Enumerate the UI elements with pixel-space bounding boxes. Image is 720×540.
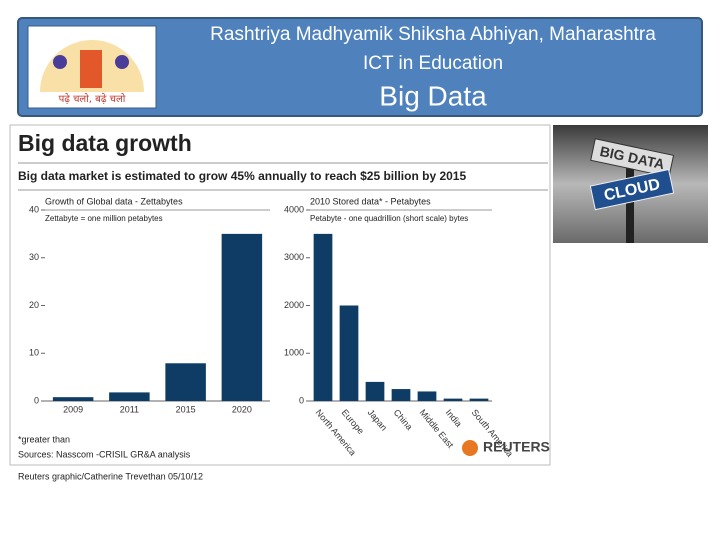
- brand: REUTERS: [483, 439, 550, 455]
- sign: [590, 138, 675, 178]
- chart-title: 2010 Stored data* - Petabytes: [310, 196, 431, 206]
- sign: [589, 168, 675, 211]
- y-tick-label: 4000: [284, 204, 304, 214]
- bar: [221, 233, 263, 401]
- note: Sources: Nasscom -CRISIL GR&A analysis: [18, 449, 191, 459]
- x-tick-label: 2009: [63, 404, 83, 414]
- bar: [391, 389, 411, 401]
- logo-figure: [115, 55, 129, 69]
- note: *greater than: [18, 434, 70, 444]
- logo-figure: [53, 55, 67, 69]
- bar: [109, 392, 150, 401]
- bar: [417, 391, 437, 401]
- header-title: Rashtriya Madhyamik Shiksha Abhiyan, Mah…: [210, 24, 656, 45]
- y-tick-label: 10: [29, 348, 39, 358]
- date: 05/10/12: [168, 471, 203, 481]
- bar: [313, 233, 333, 401]
- x-tick-label: 2015: [176, 404, 196, 414]
- header-heading: Big Data: [379, 80, 487, 111]
- bar: [365, 381, 385, 401]
- bar: [52, 397, 94, 401]
- y-tick-label: 0: [34, 395, 39, 405]
- y-tick-label: 2000: [284, 300, 304, 310]
- graphic-panel: [9, 124, 551, 466]
- brand-logo: [462, 440, 478, 456]
- y-tick-label: 20: [29, 300, 39, 310]
- header-box: [17, 17, 703, 117]
- credit: Reuters graphic/Catherine Trevethan: [18, 471, 166, 481]
- graphic-subtitle: Big data market is estimated to grow 45%…: [18, 169, 466, 183]
- bar: [443, 398, 463, 401]
- header-subtitle: ICT in Education: [363, 53, 503, 74]
- bar: [339, 305, 359, 401]
- logo-book: [80, 50, 102, 88]
- graphic-title: Big data growth: [18, 130, 192, 156]
- bar: [469, 398, 489, 401]
- bar: [165, 363, 206, 401]
- logo-text: पढ़े चलो, बढ़े चलो: [59, 93, 126, 105]
- y-tick-label: 40: [29, 204, 39, 214]
- chart-title: Growth of Global data - Zettabytes: [45, 196, 183, 206]
- x-tick-label: 2011: [120, 404, 139, 414]
- x-tick-label: 2020: [232, 404, 252, 414]
- y-tick-label: 1000: [284, 348, 304, 358]
- y-tick-label: 0: [299, 395, 304, 405]
- y-tick-label: 3000: [284, 252, 304, 262]
- chart-subtitle: Zettabyte = one million petabytes: [45, 214, 163, 223]
- y-tick-label: 30: [29, 252, 39, 262]
- chart-subtitle: Petabyte - one quadrillion (short scale)…: [310, 214, 468, 223]
